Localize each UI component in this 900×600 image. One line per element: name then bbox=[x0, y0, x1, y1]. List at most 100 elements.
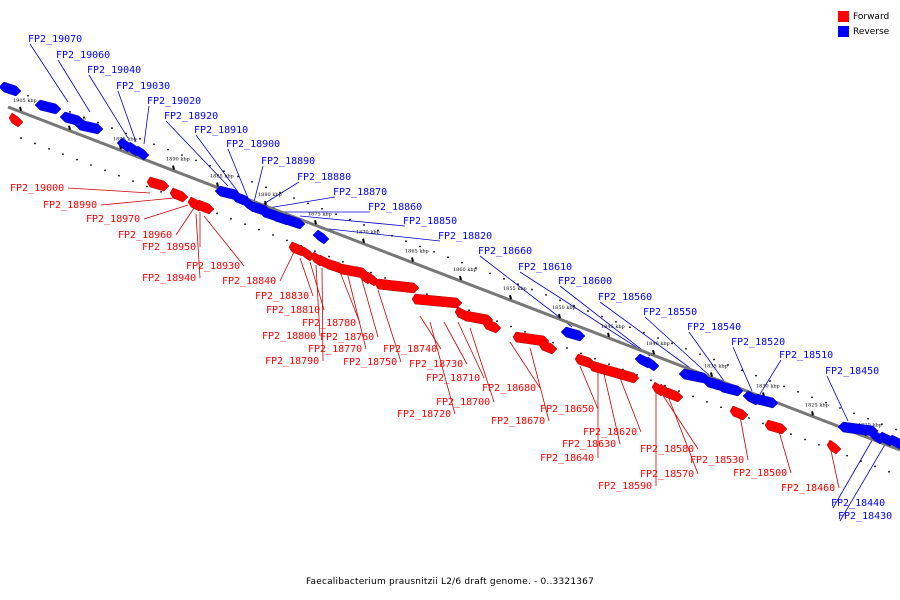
track-dot bbox=[209, 164, 211, 167]
reverse-gene-label: FP2_18610 bbox=[518, 262, 572, 273]
reverse-gene-label: FP2_19030 bbox=[116, 81, 170, 92]
reverse-gene-label: FP2_19020 bbox=[147, 96, 201, 107]
reverse-leader-line bbox=[732, 346, 753, 392]
forward-leader-line bbox=[195, 213, 201, 279]
scale-tick-label: 1825 kbp bbox=[805, 402, 829, 408]
forward-leader-line bbox=[321, 267, 324, 362]
track-dot bbox=[349, 218, 351, 221]
track-dot bbox=[447, 256, 449, 259]
forward-gene-label: FP2_18810 bbox=[266, 305, 320, 316]
reverse-leader-line bbox=[117, 90, 137, 143]
scale-tick-label: 1860 kbp bbox=[453, 267, 477, 273]
forward-gene-label: FP2_18680 bbox=[482, 383, 536, 394]
forward-gene-label: FP2_18800 bbox=[262, 331, 316, 342]
track-dot bbox=[783, 385, 785, 388]
track-dot bbox=[251, 180, 253, 183]
forward-leader-line bbox=[299, 257, 314, 297]
track-dot bbox=[818, 444, 820, 446]
reverse-gene-arrow bbox=[74, 119, 104, 135]
forward-gene-label: FP2_18740 bbox=[383, 344, 437, 355]
scale-tick-mark bbox=[314, 220, 317, 225]
reverse-gene-label: FP2_18910 bbox=[194, 125, 248, 136]
scale-tick-mark bbox=[68, 125, 71, 130]
forward-gene-arrow bbox=[538, 339, 558, 355]
track-dot bbox=[377, 229, 379, 232]
track-dot bbox=[167, 148, 169, 151]
label-leader-lines bbox=[29, 43, 891, 522]
track-dot bbox=[258, 228, 260, 231]
track-dot bbox=[552, 341, 554, 344]
track-dot bbox=[720, 406, 722, 409]
track-dot bbox=[559, 299, 561, 302]
forward-gene-label: FP2_18640 bbox=[540, 453, 594, 464]
track-dot bbox=[685, 347, 687, 350]
reverse-gene-label: FP2_18520 bbox=[731, 337, 785, 348]
forward-gene-arrow bbox=[826, 439, 842, 455]
forward-gene-arrow bbox=[616, 368, 640, 384]
track-dot bbox=[76, 158, 78, 161]
reverse-leader-line bbox=[195, 134, 239, 193]
track-dot bbox=[727, 364, 729, 366]
track-dot bbox=[279, 191, 281, 194]
forward-gene-arrow bbox=[411, 293, 463, 309]
reverse-gene-arrow bbox=[132, 145, 150, 161]
forward-leader-line bbox=[100, 197, 175, 206]
track-dot bbox=[153, 143, 155, 146]
reverse-leader-line bbox=[519, 271, 645, 353]
reverse-gene-label: FP2_18550 bbox=[643, 307, 697, 318]
reverse-gene-arrow bbox=[282, 214, 306, 230]
forward-leader-line bbox=[509, 341, 541, 389]
reverse-leader-line bbox=[839, 435, 891, 522]
track-dot bbox=[573, 304, 575, 307]
reverse-leader-line bbox=[826, 375, 849, 422]
track-dot bbox=[265, 186, 267, 189]
reverse-gene-arrow bbox=[560, 326, 586, 342]
track-dot bbox=[34, 142, 36, 145]
legend: Forward Reverse bbox=[838, 9, 889, 39]
forward-gene-label: FP2_18720 bbox=[397, 409, 451, 420]
track-dot bbox=[160, 191, 162, 193]
forward-leader-line bbox=[67, 187, 151, 194]
track-dot bbox=[314, 250, 316, 253]
reverse-leader-line bbox=[267, 196, 336, 209]
scale-tick-label: 1850 kbp bbox=[552, 305, 576, 311]
forward-gene-label: FP2_18950 bbox=[142, 242, 196, 253]
forward-gene-label: FP2_18780 bbox=[302, 318, 356, 329]
track-dot bbox=[881, 423, 883, 426]
reverse-gene-label: FP2_18450 bbox=[825, 366, 879, 377]
track-dot bbox=[111, 127, 113, 129]
track-dot bbox=[48, 147, 50, 150]
track-dot bbox=[517, 283, 519, 286]
track-dot bbox=[475, 267, 477, 269]
forward-gene-arrow bbox=[374, 278, 420, 294]
reverse-gene-label: FP2_18860 bbox=[368, 202, 422, 213]
track-dot bbox=[405, 240, 407, 243]
track-dot bbox=[335, 213, 337, 216]
reverse-gene-label: FP2_18850 bbox=[403, 216, 457, 227]
track-dot bbox=[195, 159, 197, 162]
forward-leader-line bbox=[661, 393, 699, 450]
track-dot bbox=[825, 401, 827, 404]
track-dot bbox=[363, 224, 365, 226]
track-dot bbox=[62, 153, 64, 156]
track-dot bbox=[370, 271, 372, 274]
scale-tick-label: 1870 kbp bbox=[356, 230, 380, 236]
forward-gene-label: FP2_18530 bbox=[690, 455, 744, 466]
forward-gene-label: FP2_18970 bbox=[86, 214, 140, 225]
forward-gene-label: FP2_18990 bbox=[43, 200, 97, 211]
track-dot bbox=[524, 330, 526, 333]
track-dot bbox=[671, 342, 673, 345]
forward-leader-line bbox=[529, 347, 550, 422]
track-dot bbox=[678, 390, 680, 392]
scale-tick-mark bbox=[459, 275, 462, 281]
scale-tick-mark bbox=[264, 200, 267, 206]
track-dot bbox=[510, 325, 512, 328]
track-dot bbox=[853, 412, 855, 415]
track-dot bbox=[118, 174, 120, 177]
forward-leader-line bbox=[339, 271, 361, 324]
scale-tick-mark bbox=[607, 332, 610, 338]
track-dot bbox=[888, 470, 890, 473]
track-dot bbox=[426, 293, 428, 296]
reverse-gene-arrow bbox=[34, 99, 62, 115]
forward-leader-line bbox=[315, 264, 321, 337]
